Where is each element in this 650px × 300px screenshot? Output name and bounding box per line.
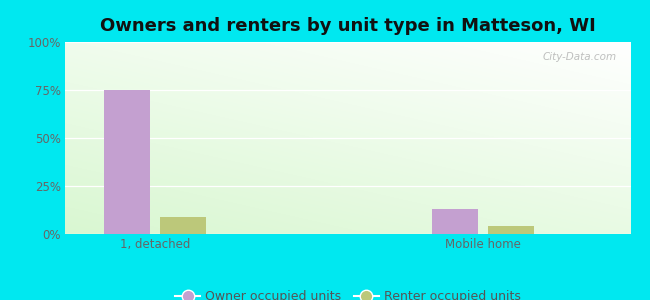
Title: Owners and renters by unit type in Matteson, WI: Owners and renters by unit type in Matte… xyxy=(100,17,595,35)
Bar xyxy=(432,209,478,234)
Bar xyxy=(105,90,150,234)
Bar xyxy=(488,226,534,234)
Text: City-Data.com: City-Data.com xyxy=(542,52,616,61)
Legend: Owner occupied units, Renter occupied units: Owner occupied units, Renter occupied un… xyxy=(170,285,525,300)
Bar xyxy=(160,217,206,234)
